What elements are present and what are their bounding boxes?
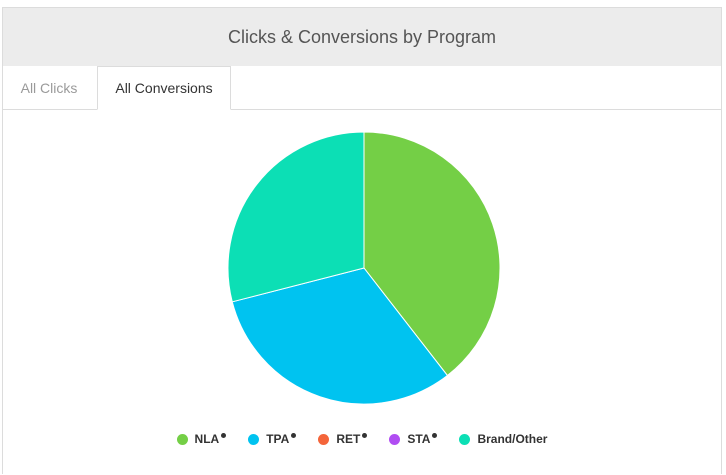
legend-label-ret: RET bbox=[336, 432, 361, 446]
pie-chart bbox=[227, 131, 501, 405]
legend-label-sta: STA bbox=[407, 432, 431, 446]
legend-marker-ret bbox=[362, 432, 368, 438]
legend-swatch-sta bbox=[389, 433, 401, 445]
legend-swatch-tpa bbox=[248, 433, 260, 445]
chart-panel: Clicks & Conversions by Program All Clic… bbox=[2, 7, 722, 474]
tab-all-clicks[interactable]: All Clicks bbox=[20, 80, 78, 96]
pie-slice-tpa[interactable] bbox=[231, 267, 449, 405]
legend-label-tpa: TPA bbox=[266, 432, 290, 446]
legend-swatch-brand-other bbox=[459, 433, 471, 445]
panel-header: Clicks & Conversions by Program bbox=[3, 8, 721, 66]
legend-marker-nla bbox=[221, 432, 227, 438]
legend-marker-sta bbox=[432, 432, 438, 438]
pie-slice-brand-other[interactable] bbox=[227, 131, 365, 303]
tab-all-conversions[interactable]: All Conversions bbox=[97, 66, 231, 110]
legend-item-sta[interactable]: STA bbox=[389, 432, 438, 446]
chart-area: NLA TPA RET STA Brand/Other bbox=[3, 110, 721, 475]
legend-label-brand-other: Brand/Other bbox=[477, 432, 548, 446]
legend: NLA TPA RET STA Brand/Other bbox=[3, 432, 721, 446]
panel-title: Clicks & Conversions by Program bbox=[227, 26, 497, 47]
legend-item-tpa[interactable]: TPA bbox=[248, 432, 297, 446]
legend-swatch-nla bbox=[176, 433, 188, 445]
legend-swatch-ret bbox=[318, 433, 330, 445]
legend-item-brand-other[interactable]: Brand/Other bbox=[459, 432, 547, 446]
legend-marker-tpa bbox=[291, 432, 297, 438]
tab-bar: All Clicks All Conversions bbox=[3, 66, 721, 110]
pie-slice-nla[interactable] bbox=[363, 131, 501, 377]
legend-item-ret[interactable]: RET bbox=[318, 432, 368, 446]
legend-item-nla[interactable]: NLA bbox=[176, 432, 227, 446]
legend-label-nla: NLA bbox=[194, 432, 220, 446]
